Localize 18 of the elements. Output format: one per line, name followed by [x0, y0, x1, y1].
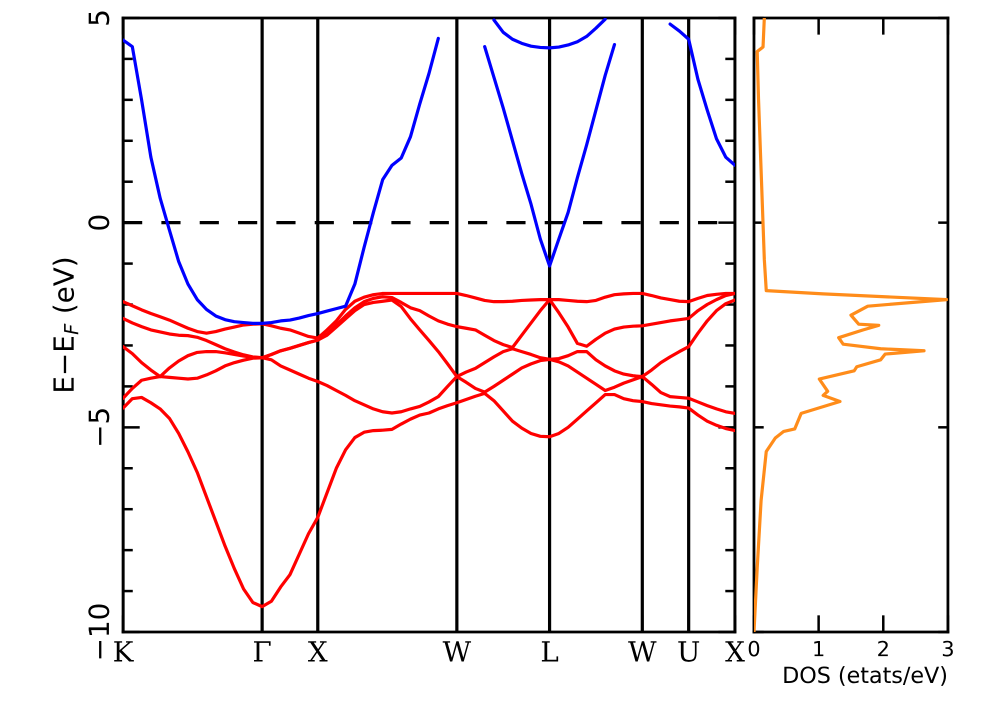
y-tick-label: 0 — [88, 216, 110, 230]
x-tick-label: X — [308, 641, 328, 662]
x-axis-title: DOS (etats/eV) — [784, 666, 946, 686]
x-tick-label: X — [725, 641, 745, 662]
x-tick-label: 2 — [878, 640, 888, 656]
x-tick-label: L — [542, 641, 558, 662]
x-tick-label: 3 — [942, 640, 953, 656]
x-tick-label: 0 — [748, 640, 760, 656]
x-tick-label: K — [114, 641, 134, 662]
y-tick-label: −5 — [88, 409, 110, 445]
x-tick-label: W — [442, 641, 472, 662]
y-tick-label: −10 — [88, 604, 110, 658]
x-tick-label: W — [628, 641, 656, 662]
y-tick-label: 5 — [88, 12, 110, 25]
y-axis-title: E−E$_{F}$ (eV) — [52, 258, 78, 391]
x-tick-label: Γ — [254, 641, 271, 662]
x-tick-label: 1 — [814, 640, 824, 656]
x-tick-label: U — [678, 641, 700, 662]
